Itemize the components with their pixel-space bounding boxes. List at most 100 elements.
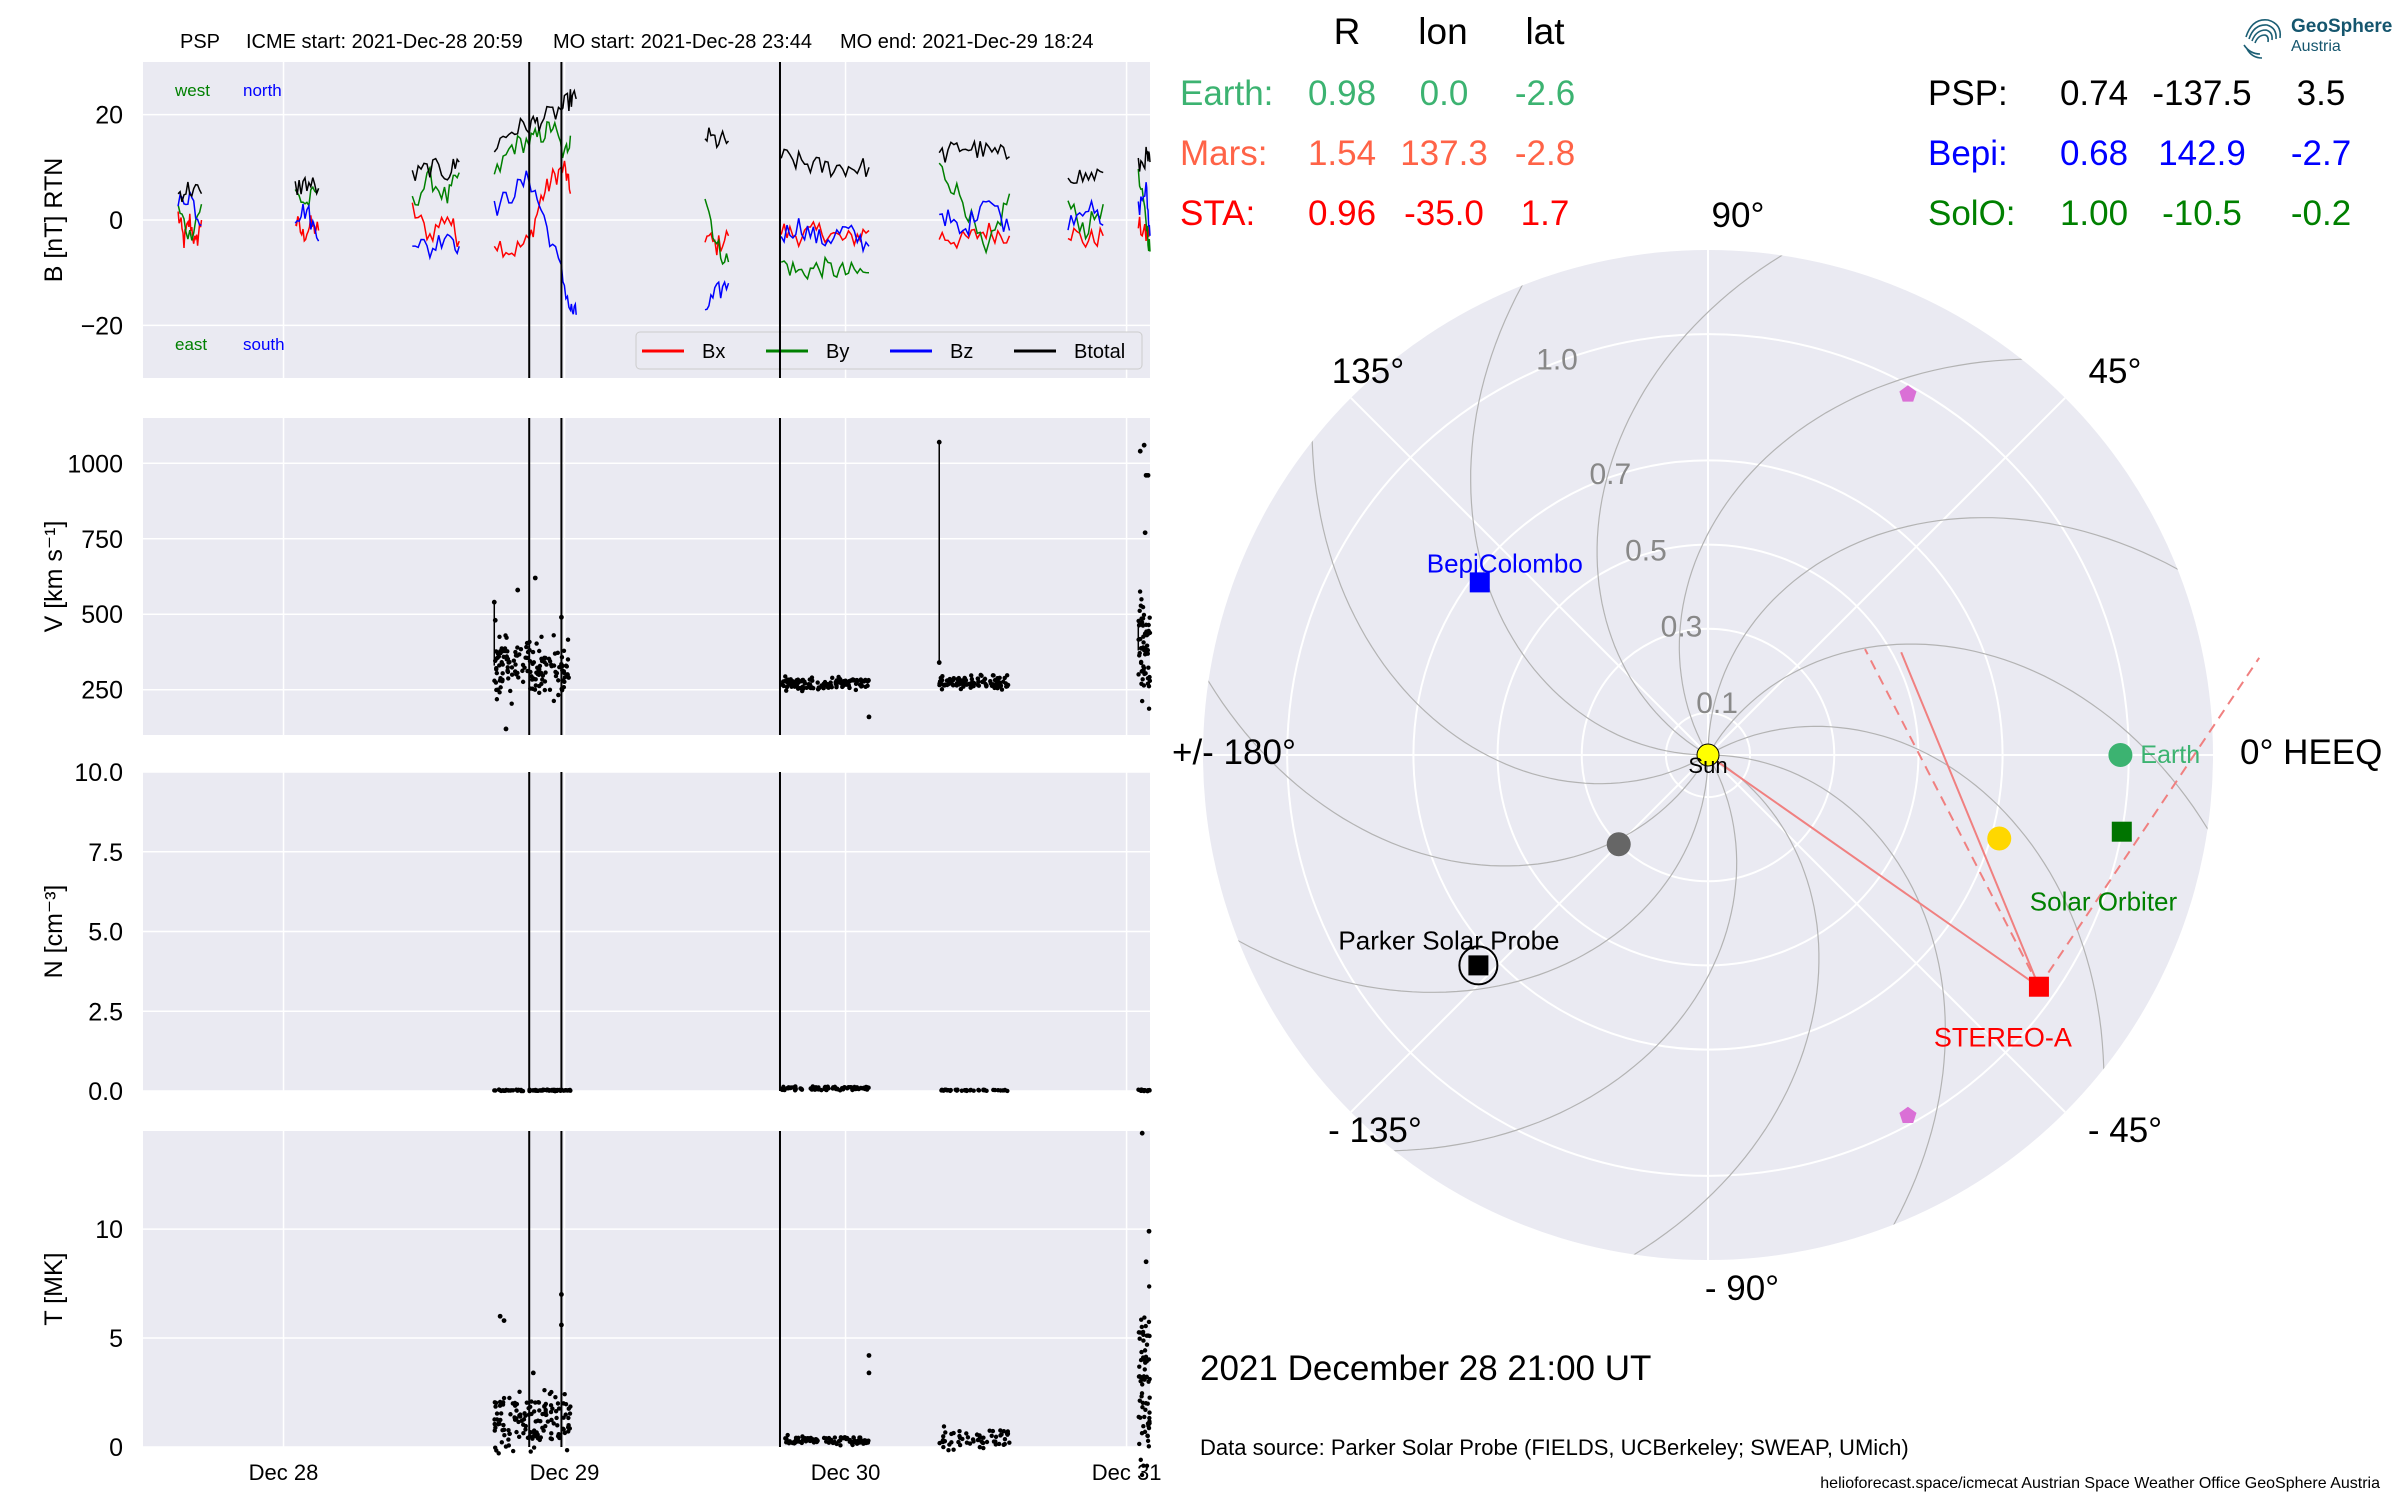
series-bx-line	[493, 160, 572, 259]
planet-b-marker	[1899, 1106, 1917, 1123]
data-point	[513, 662, 518, 667]
parker-spiral-line	[1596, 250, 1805, 756]
data-point	[532, 1431, 537, 1436]
data-point	[517, 1413, 522, 1418]
y-tick-label: 500	[81, 601, 123, 629]
data-point	[1139, 698, 1145, 704]
data-point	[531, 676, 537, 682]
data-point	[566, 1429, 571, 1434]
y-tick-label: 0	[109, 1434, 123, 1462]
data-point	[499, 1440, 505, 1445]
data-point	[516, 1434, 522, 1440]
series-by-line	[1067, 200, 1104, 241]
data-point	[1146, 1425, 1152, 1431]
data-point	[506, 1443, 512, 1448]
data-point	[809, 685, 815, 690]
data-point	[783, 1436, 788, 1441]
data-point	[1137, 448, 1143, 454]
data-point	[1147, 678, 1153, 684]
data-point	[1144, 1463, 1150, 1469]
data-point	[982, 1087, 987, 1093]
data-point	[1146, 706, 1152, 711]
data-point	[537, 1408, 542, 1413]
data-point	[515, 587, 521, 593]
table-left-name: STA:	[1180, 194, 1255, 233]
data-point	[512, 1417, 518, 1422]
data-point	[562, 1430, 568, 1436]
radial-tick-label: 0.5	[1625, 534, 1667, 567]
data-point	[1142, 1429, 1148, 1435]
series-bz-line	[780, 218, 870, 254]
data-point	[1137, 1364, 1142, 1369]
x-tick-label: Dec 30	[811, 1460, 881, 1485]
series-bx-line	[411, 202, 460, 247]
data-point	[798, 1086, 803, 1091]
data-point	[524, 644, 529, 650]
data-point	[978, 672, 983, 678]
data-point	[991, 1087, 996, 1093]
geosphere-swirl-icon	[2243, 19, 2282, 59]
data-point	[513, 649, 518, 655]
data-point	[976, 1088, 982, 1093]
data-point	[543, 1409, 548, 1415]
series-by-line	[493, 120, 572, 175]
data-point	[553, 1394, 558, 1400]
data-point	[1141, 1463, 1146, 1468]
y-tick-label: 750	[81, 526, 123, 554]
data-point	[961, 680, 966, 685]
data-point	[565, 673, 570, 678]
data-point	[567, 1411, 573, 1416]
data-point	[1143, 1323, 1148, 1329]
y-tick-label: −20	[81, 312, 123, 340]
data-point	[535, 1432, 540, 1437]
data-point	[1139, 681, 1144, 687]
data-point	[975, 1437, 981, 1443]
data-point	[563, 1088, 568, 1093]
data-point	[1142, 1367, 1147, 1372]
data-point	[563, 663, 569, 668]
header-icme-start: ICME start: 2021-Dec-28 20:59	[246, 31, 523, 53]
annotation-south: south	[243, 335, 285, 354]
data-point	[495, 1422, 501, 1427]
geosphere-logo: GeoSphere Austria	[2238, 12, 2392, 62]
data-point	[833, 679, 838, 685]
data-point	[539, 634, 544, 640]
data-point	[531, 1445, 537, 1450]
data-point	[852, 1084, 857, 1090]
series-btotal-line	[1137, 146, 1151, 172]
data-point	[1141, 634, 1146, 639]
data-point	[522, 1411, 527, 1416]
venus-marker	[1987, 826, 2012, 851]
series-bx-line	[704, 228, 730, 256]
table-right-name: Bepi:	[1928, 134, 2008, 173]
data-point	[1144, 1342, 1150, 1347]
x-tick-label: Dec 28	[249, 1460, 319, 1485]
fov-line	[1900, 651, 2040, 988]
data-point	[565, 637, 571, 642]
angular-gridline	[1350, 397, 1709, 756]
data-point	[542, 660, 547, 665]
data-point	[941, 1424, 947, 1429]
data-point	[1003, 681, 1009, 686]
parker-spiral-line	[1367, 754, 1738, 1152]
planet-a-marker	[1899, 385, 1917, 402]
series-btotal-line	[177, 181, 203, 203]
parker-spiral-line	[1707, 754, 1946, 1248]
table-left-lon: 0.0	[1420, 74, 1469, 113]
radial-tick-label: 0.7	[1590, 458, 1632, 491]
data-point	[494, 666, 499, 671]
radial-tick-label: 0.1	[1696, 687, 1738, 720]
parker-spiral-line	[1678, 358, 2049, 756]
table-left-r: 0.96	[1308, 194, 1376, 233]
panel-background	[143, 1131, 1150, 1447]
table-left-lon: 137.3	[1400, 134, 1488, 173]
data-point	[548, 1409, 554, 1415]
data-point	[1142, 530, 1148, 536]
data-point	[546, 656, 552, 662]
data-point	[1138, 1379, 1143, 1384]
data-point	[520, 1088, 526, 1094]
annotation-west: west	[174, 81, 210, 100]
data-point	[969, 676, 975, 682]
sun-marker	[1696, 743, 1720, 767]
data-point	[1147, 1419, 1152, 1424]
